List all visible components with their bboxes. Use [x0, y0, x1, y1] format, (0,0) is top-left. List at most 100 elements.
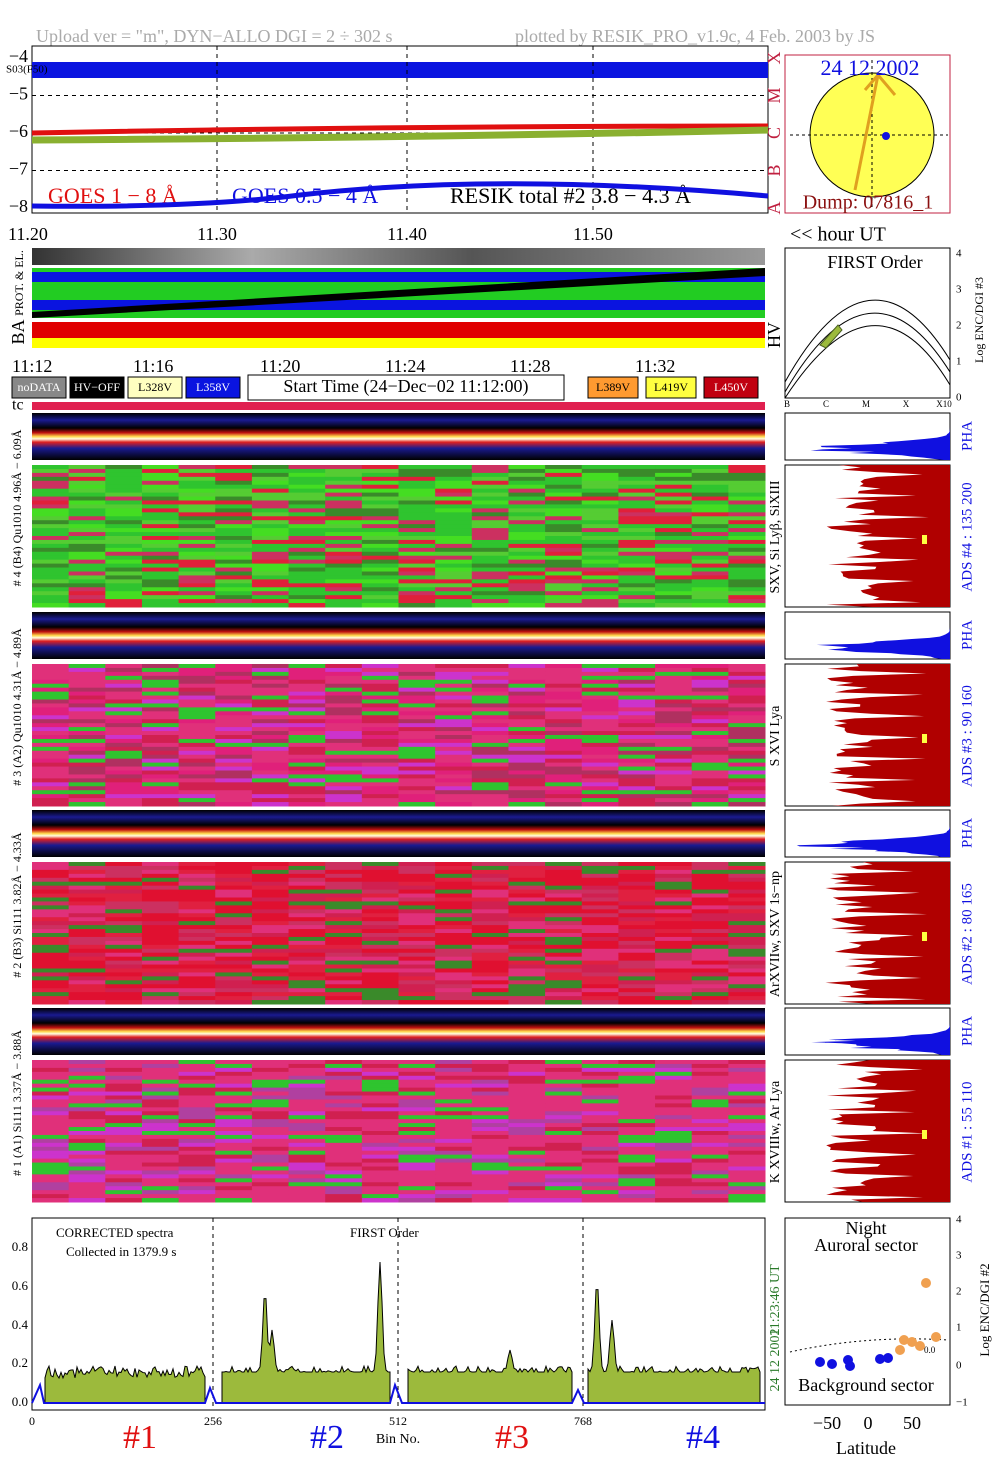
spectrogram-cell — [32, 1131, 70, 1136]
spectrogram-cell — [728, 952, 766, 958]
spectrogram-cell — [618, 496, 656, 501]
spectrogram-cell — [68, 897, 106, 902]
spectrogram-cell — [435, 508, 473, 513]
spectrogram-cell — [361, 679, 399, 685]
spectrogram-cell — [545, 1119, 583, 1124]
spectrogram-cell — [691, 778, 729, 783]
spectrogram-cell — [68, 516, 106, 521]
spectrogram-cell — [655, 798, 693, 803]
spectrogram-cell — [68, 524, 106, 529]
x-tick-label: 512 — [389, 1414, 407, 1428]
spectrogram-cell — [728, 583, 766, 588]
spectrogram-cell — [32, 770, 70, 775]
spectrogram-cell — [471, 862, 509, 867]
spectrogram-cell — [251, 980, 290, 985]
spectrogram-cell — [178, 988, 216, 993]
spectrogram-cell — [215, 1174, 253, 1179]
spectrogram-cell — [435, 599, 473, 604]
spectrogram-cell — [32, 559, 70, 565]
spectrogram-cell — [32, 738, 70, 744]
spectrogram-cell — [508, 948, 546, 954]
spectrogram-cell — [508, 532, 546, 537]
pha-strip — [32, 810, 765, 857]
spectrogram-cell — [398, 520, 436, 525]
spectrogram-cell — [398, 1083, 436, 1089]
spectrogram-cell — [471, 735, 509, 740]
spectrogram-cell — [325, 984, 363, 989]
spectrogram-cell — [545, 992, 583, 997]
spectrogram-cell — [471, 691, 509, 697]
spectrogram-cell — [251, 587, 290, 592]
spectrogram-cell — [361, 547, 399, 553]
spectrogram-cell — [618, 1186, 656, 1191]
spectrogram-cell — [728, 1166, 766, 1171]
spectrogram-cell — [178, 1111, 216, 1116]
spectrogram-cell — [545, 1075, 583, 1081]
spectrogram-cell — [141, 1186, 180, 1191]
spectrogram-cell — [68, 913, 106, 918]
spectrogram-cell — [435, 952, 473, 958]
spectrogram-cell — [325, 591, 363, 596]
spectrogram-cell — [618, 508, 656, 513]
spectrogram-cell — [398, 980, 436, 985]
map-label: Background sector — [798, 1375, 933, 1395]
spectrogram-cell — [68, 1154, 106, 1160]
spectrogram-cell — [105, 723, 143, 728]
spectrogram-cell — [508, 1091, 546, 1096]
spectrogram-cell — [655, 1170, 693, 1175]
spectrogram-cell — [728, 1134, 766, 1140]
spectrogram-cell — [471, 559, 509, 565]
spectrogram-cell — [728, 1162, 766, 1167]
spectrogram-cell — [251, 996, 290, 1001]
spectrogram-cell — [361, 790, 399, 795]
spectrogram-cell — [508, 901, 546, 906]
spectrogram-cell — [141, 889, 180, 895]
spectrogram-cell — [435, 1071, 473, 1077]
spectrogram-cell — [398, 1178, 436, 1183]
spectrogram-cell — [288, 778, 326, 783]
spectrogram-cell — [215, 695, 253, 700]
spectrogram-cell — [618, 575, 656, 580]
spectrogram-cell — [398, 567, 436, 572]
spectrogram-cell — [398, 571, 436, 576]
spectrogram-cell — [581, 687, 619, 693]
legend-label: L419V — [654, 380, 688, 394]
spectrogram-cell — [398, 1075, 436, 1081]
spectrogram-cell — [471, 516, 509, 521]
spectrogram-cell — [655, 484, 693, 490]
spectrogram-cell — [288, 917, 326, 922]
spectrogram-cell — [178, 575, 216, 580]
spectrogram-cell — [361, 571, 399, 576]
spectrogram-cell — [655, 536, 693, 541]
spectrogram-cell — [398, 1154, 436, 1160]
spectrogram-cell — [435, 1075, 473, 1081]
spectrogram-cell — [105, 905, 143, 910]
spectrogram-cell — [32, 567, 70, 572]
spectrogram-cell — [68, 536, 106, 541]
spectrogram-cell — [471, 1115, 509, 1120]
spectrogram-cell — [141, 782, 180, 787]
spectrogram-cell — [471, 1107, 509, 1112]
spectrogram-cell — [32, 778, 70, 783]
spectrogram-cell — [288, 1166, 326, 1171]
spectrogram-cell — [508, 1166, 546, 1171]
spectrogram-cell — [691, 1158, 729, 1164]
spectrogram-cell — [728, 742, 766, 748]
spectrogram-cell — [545, 591, 583, 596]
spectrogram-cell — [508, 909, 546, 914]
spectrogram-cell — [545, 865, 583, 871]
spectrogram-cell — [251, 484, 290, 490]
spectrogram-cell — [141, 1198, 180, 1203]
spectrogram-cell — [251, 778, 290, 783]
spectrogram-cell — [398, 591, 436, 596]
spectrogram-cell — [288, 1150, 326, 1156]
spectrogram-cell — [508, 940, 546, 946]
spectrogram-cell — [545, 567, 583, 572]
spectrogram-cell — [471, 952, 509, 958]
spectrogram-cell — [471, 591, 509, 596]
spectrogram-cell — [508, 774, 546, 779]
spectrogram-cell — [435, 1134, 473, 1140]
spectrogram-cell — [178, 683, 216, 689]
spectrogram-cell — [141, 933, 180, 938]
spectrogram-cell — [288, 671, 326, 677]
